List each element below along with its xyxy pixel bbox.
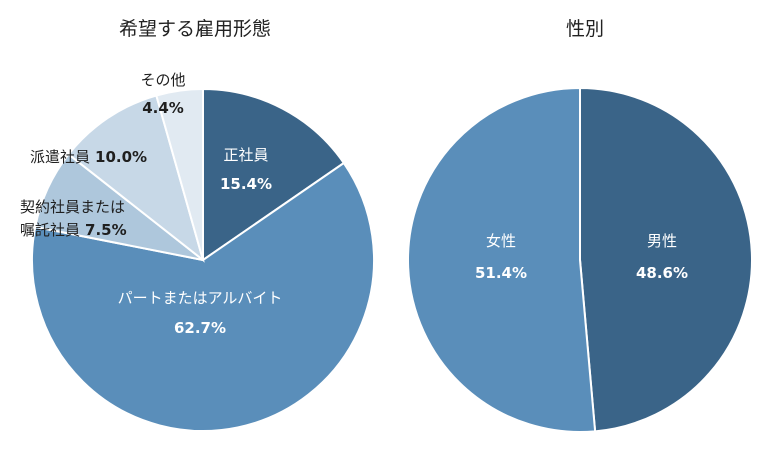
employment-slice-0 <box>202 87 346 262</box>
gender-pie <box>407 86 753 433</box>
chart-title-employment: 希望する雇用形態 <box>118 18 272 40</box>
slice-label-dispatch-line: 派遣社員 10.0% <box>30 148 147 166</box>
pie-labels: 正社員 15.4% パートまたはアルバイト 62.7% 契約社員または 嘱託社員… <box>20 71 688 337</box>
slice-value-dispatch: 10.0% <box>95 148 147 166</box>
chart-title-gender: 性別 <box>565 18 605 40</box>
slice-label-contract: 契約社員または <box>20 198 125 216</box>
gender-slice-1 <box>407 86 597 433</box>
slice-value-male: 48.6% <box>636 264 688 282</box>
slice-label-dispatch: 派遣社員 <box>30 148 90 166</box>
slice-label-contract-name2: 嘱託社員 <box>20 221 80 239</box>
slice-label-other: その他 <box>140 71 185 89</box>
slice-value-contract: 7.5% <box>85 221 127 239</box>
slice-label-regular-employee: 正社員 <box>223 146 268 164</box>
slice-label-part-time: パートまたはアルバイト <box>118 289 283 307</box>
gender-slice-0 <box>579 86 753 433</box>
slice-value-regular-employee: 15.4% <box>220 175 272 193</box>
slice-value-part-time: 62.7% <box>174 319 226 337</box>
employment-slice-1 <box>31 161 375 432</box>
slice-label-contract-line2: 嘱託社員 7.5% <box>20 221 127 239</box>
slice-label-male: 男性 <box>647 232 677 250</box>
slice-value-female: 51.4% <box>475 264 527 282</box>
slice-value-other: 4.4% <box>142 99 184 117</box>
employment-slice-3 <box>67 94 205 263</box>
employment-pie <box>31 87 375 432</box>
slice-label-female: 女性 <box>486 232 516 250</box>
employment-slice-4 <box>155 87 204 261</box>
